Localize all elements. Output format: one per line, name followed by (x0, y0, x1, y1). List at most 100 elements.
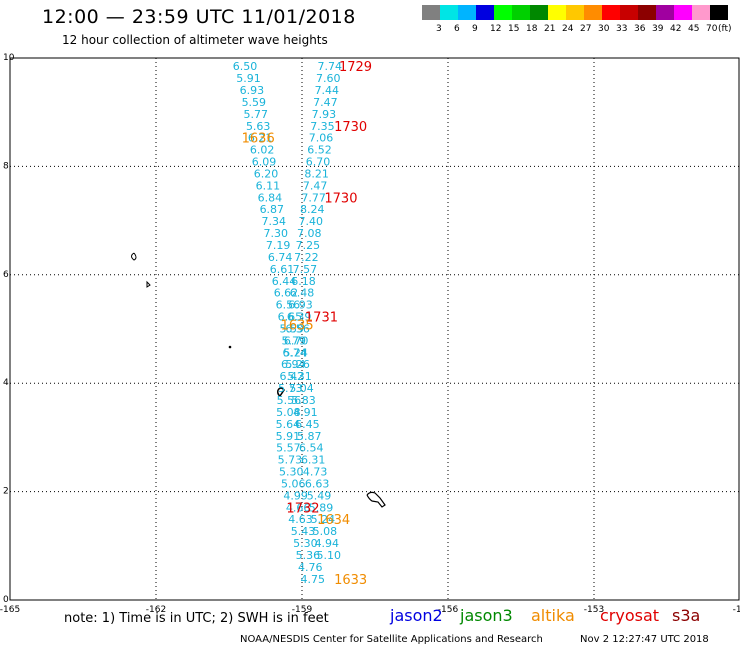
wave-height-value: 5.06 (281, 477, 306, 490)
legend-label: 42 (670, 24, 682, 34)
legend-swatch (656, 5, 674, 20)
legend-label: 6 (454, 24, 460, 34)
wave-height-value: 6.70 (306, 156, 331, 169)
wave-height-value: 6.48 (290, 287, 315, 300)
legend-label: 24 (562, 24, 574, 34)
wave-height-value: 5.31 (287, 370, 312, 383)
map-tick-labels: -165 -162 -159 -156 -153 -15 0 2 4 6 8 10 (0, 53, 740, 615)
island-marker (146, 280, 151, 288)
wave-height-value: 4.76 (298, 561, 323, 574)
x-tick-label: -15 (733, 605, 740, 615)
x-tick-label: -165 (0, 605, 20, 615)
satellite-name: jason3 (460, 606, 513, 625)
wave-height-value: 6.54 (299, 442, 324, 455)
legend-label: 9 (472, 24, 478, 34)
wave-height-value: 5.04 (289, 382, 314, 395)
wave-height-value: 5.91 (236, 72, 261, 85)
legend-swatch (530, 5, 548, 20)
legend-swatch (458, 5, 476, 20)
legend-swatch (620, 5, 638, 20)
wave-height-value: 6.21 (248, 132, 273, 145)
wave-height-value: 6.09 (252, 156, 277, 169)
legend-swatch (422, 5, 440, 20)
wave-height-value: 7.74 (317, 60, 342, 73)
footer-note: note: 1) Time is in UTC; 2) SWH is in fe… (64, 611, 329, 626)
pass-time-label: 1732 (286, 501, 319, 516)
wave-height-value: 6.20 (254, 167, 279, 180)
legend-swatch (512, 5, 530, 20)
y-tick-label: 4 (3, 378, 9, 388)
wave-height-value: 6.44 (272, 275, 297, 288)
wave-height-value: 5.59 (280, 322, 305, 335)
wave-height-value: 5.56 (277, 394, 302, 407)
satellite-name: s3a (672, 606, 701, 625)
legend-swatch (710, 5, 728, 20)
wave-height-value: 5.36 (296, 549, 321, 562)
wave-height-value: 5.30 (293, 537, 318, 550)
wave-height-value: 6.74 (268, 251, 293, 264)
wave-height-value: 7.57 (293, 263, 318, 276)
wave-height-value: 4.75 (300, 573, 325, 586)
wave-height-value: 6.87 (260, 203, 285, 216)
satellite-name: altika (531, 606, 575, 625)
wave-height-value: 5.91 (276, 430, 301, 443)
legend-swatch (440, 5, 458, 20)
wave-height-value: 6.45 (295, 418, 320, 431)
page-subtitle: 12 hour collection of altimeter wave hei… (62, 33, 328, 47)
wave-height-value: 5.24 (283, 346, 308, 359)
wave-height-value: 5.63 (246, 120, 271, 133)
island-marker (277, 387, 285, 398)
wave-height-value: 4.73 (303, 466, 328, 479)
wave-height-value: 5.83 (291, 394, 316, 407)
pass-time-label: 1729 (339, 60, 372, 75)
wave-height-value: 7.34 (262, 215, 287, 228)
wave-height-value: 6.42 (280, 370, 305, 383)
wave-height-value: 5.77 (244, 108, 269, 121)
wave-height-value: 5.57 (276, 442, 301, 455)
wave-height-value: 6.31 (301, 454, 326, 467)
altimeter-track-west: 6.505.916.935.595.775.636.216.026.096.20… (233, 60, 341, 562)
legend-label: 3 (436, 24, 442, 34)
wave-height-value: 5.30 (279, 466, 304, 479)
x-tick-label: -156 (438, 605, 459, 615)
wave-height-value: 6.94 (281, 358, 306, 371)
wave-height-value: 5.08 (276, 406, 301, 419)
wave-height-value: 7.30 (263, 227, 288, 240)
legend-swatch (494, 5, 512, 20)
wave-height-value: 6.61 (270, 263, 295, 276)
legend-label: 39 (652, 24, 664, 34)
wave-height-value: 5.26 (285, 358, 310, 371)
wave-height-value: 6.56 (285, 322, 310, 335)
wave-height-value: 5.73 (278, 454, 303, 467)
x-tick-label: -159 (292, 605, 313, 615)
wave-height-value: 5.87 (297, 430, 322, 443)
legend-swatch (692, 5, 710, 20)
x-tick-label: -162 (146, 605, 166, 615)
wave-height-value: 5.49 (307, 489, 332, 502)
wave-height-value: 5.89 (309, 501, 334, 514)
legend-label: 18 (526, 24, 538, 34)
wave-height-value: 6.39 (287, 311, 312, 324)
wave-height-value: 6.63 (305, 477, 330, 490)
wave-height-value: 6.56 (276, 299, 301, 312)
legend-swatch (476, 5, 494, 20)
wave-height-value: 4.91 (293, 406, 318, 419)
wave-height-value: 7.47 (313, 96, 338, 109)
wave-height-value: 5.64 (276, 418, 301, 431)
legend-label: 12 (490, 24, 502, 34)
pass-time-label: 1730 (334, 120, 367, 135)
wave-height-value: 7.25 (296, 239, 321, 252)
wave-height-value: 4.94 (315, 537, 340, 550)
wave-height-value: 6.74 (282, 346, 307, 359)
pass-time-label: 1634 (317, 513, 350, 528)
legend-label: 30 (598, 24, 610, 34)
y-tick-label: 2 (3, 487, 9, 497)
wave-height-value: 4.99 (283, 489, 308, 502)
map-frame (9, 57, 740, 601)
wave-height-value: 6.65 (278, 311, 303, 324)
timestamp-text: Nov 2 12:27:47 UTC 2018 (580, 634, 709, 645)
legend-swatch (674, 5, 692, 20)
wave-height-value: 6.02 (250, 144, 275, 157)
